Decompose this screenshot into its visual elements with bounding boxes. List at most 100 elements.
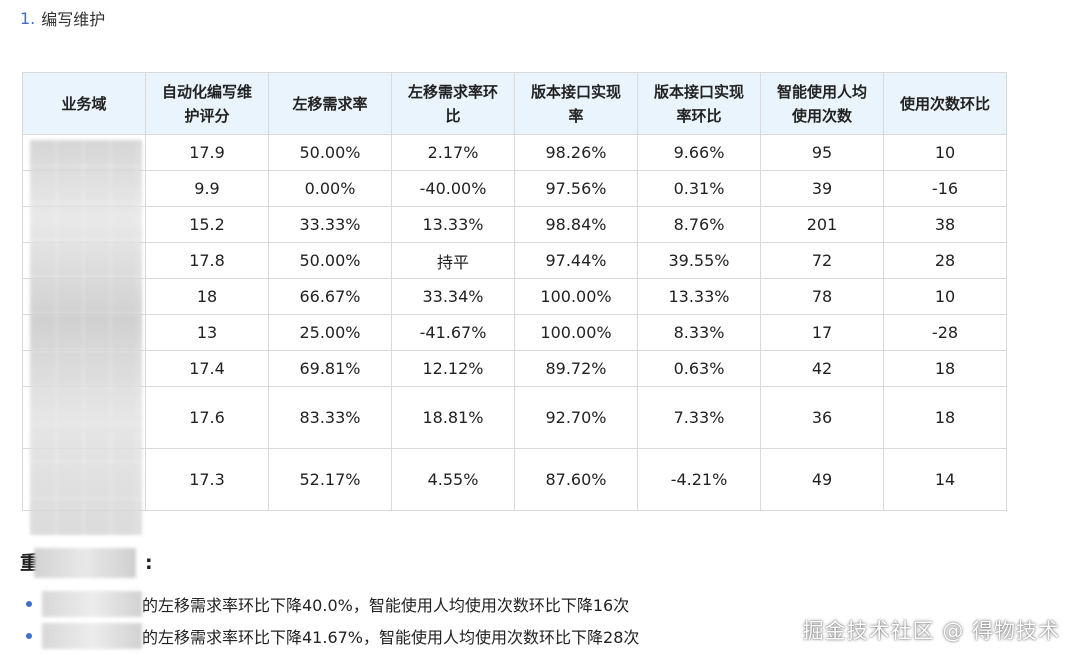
table-row: 15.2 33.33% 13.33% 98.84% 8.76% 201 38 [22,206,1007,243]
cell-impl-rate: 97.44% [514,242,638,279]
redacted-domain [42,623,142,649]
cell-shift-mom: 13.33% [391,206,515,243]
column-header: 左移需求率环比 [391,72,515,135]
cell-score: 17.8 [145,242,269,279]
column-header-line: 使用次数环比 [899,94,990,113]
table-row: 17.3 52.17% 4.55% 87.60% -4.21% 49 14 [22,448,1007,511]
table-row: 17.6 83.33% 18.81% 92.70% 7.33% 36 18 [22,386,1007,449]
table-row: 18 66.67% 33.34% 100.00% 13.33% 78 10 [22,278,1007,315]
cell-use-mom: -28 [883,314,1007,351]
section-number: 1. [20,8,36,28]
column-header-line: 率 [568,106,584,125]
column-header-line: 左移需求率 [292,94,368,113]
cell-shift-rate: 66.67% [268,278,392,315]
cell-shift-rate: 50.00% [268,134,392,171]
cell-impl-mom: 7.33% [637,386,761,449]
cell-avg-use: 17 [760,314,884,351]
cell-score: 17.4 [145,350,269,387]
summary-bullet-text: 的左移需求率环比下降41.67%，智能使用人均使用次数环比下降28次 [142,628,640,647]
watermark: 掘金技术社区 @ 得物技术 [802,619,1060,643]
column-header-line: 版本接口实现 [653,82,744,101]
table-row: 17.4 69.81% 12.12% 89.72% 0.63% 42 18 [22,350,1007,387]
cell-use-mom: 10 [883,278,1007,315]
cell-shift-mom: 33.34% [391,278,515,315]
cell-use-mom: 18 [883,386,1007,449]
redacted-summary-heading [34,548,136,578]
cell-shift-rate: 69.81% [268,350,392,387]
cell-avg-use: 78 [760,278,884,315]
cell-shift-rate: 83.33% [268,386,392,449]
column-header: 左移需求率 [268,72,392,135]
cell-shift-mom: 2.17% [391,134,515,171]
table-row: 13 25.00% -41.67% 100.00% 8.33% 17 -28 [22,314,1007,351]
cell-use-mom: 18 [883,350,1007,387]
column-header-line: 护评分 [184,106,230,125]
column-header-line: 业务域 [61,94,107,113]
column-header-line: 左移需求率环 [407,82,498,101]
table-header-row: 业务域 自动化编写维 护评分 左移需求率 左移需求率环比版本接口实现率版本接口实现 率环比… [22,72,1007,135]
column-header: 版本接口实现率 [514,72,638,135]
cell-shift-mom: -41.67% [391,314,515,351]
table-row: 9.9 0.00% -40.00% 97.56% 0.31% 39 -16 [22,170,1007,207]
cell-avg-use: 39 [760,170,884,207]
section-title: 编写维护 [41,10,106,29]
cell-avg-use: 49 [760,448,884,511]
cell-avg-use: 72 [760,242,884,279]
cell-impl-rate: 100.00% [514,278,638,315]
cell-score: 15.2 [145,206,269,243]
cell-shift-rate: 25.00% [268,314,392,351]
cell-shift-rate: 50.00% [268,242,392,279]
metrics-table: 业务域 自动化编写维 护评分 左移需求率 左移需求率环比版本接口实现率版本接口实现 率环比… [22,72,1007,511]
cell-score: 18 [145,278,269,315]
column-header: 版本接口实现 率环比 [637,72,761,135]
cell-score: 17.9 [145,134,269,171]
cell-impl-mom: 0.63% [637,350,761,387]
cell-use-mom: -16 [883,170,1007,207]
cell-shift-rate: 0.00% [268,170,392,207]
cell-use-mom: 14 [883,448,1007,511]
cell-impl-rate: 92.70% [514,386,638,449]
cell-impl-rate: 100.00% [514,314,638,351]
summary-bullet-list: 的左移需求率环比下降40.0%，智能使用人均使用次数环比下降16次 的左移需求率… [22,588,922,652]
cell-impl-rate: 87.60% [514,448,638,511]
summary-bullet: 的左移需求率环比下降41.67%，智能使用人均使用次数环比下降28次 [22,620,922,652]
cell-score: 13 [145,314,269,351]
redacted-domain [42,591,142,617]
cell-impl-mom: -4.21% [637,448,761,511]
cell-score: 17.6 [145,386,269,449]
redacted-domain-names [30,140,142,535]
column-header: 业务域 [22,72,146,135]
cell-score: 9.9 [145,170,269,207]
cell-impl-mom: 39.55% [637,242,761,279]
cell-impl-mom: 0.31% [637,170,761,207]
cell-impl-mom: 8.76% [637,206,761,243]
cell-use-mom: 38 [883,206,1007,243]
table-body: 17.9 50.00% 2.17% 98.26% 9.66% 95 10 9.9 0.00% -4… [22,134,1007,511]
summary-bullet-text: 的左移需求率环比下降40.0%，智能使用人均使用次数环比下降16次 [142,596,630,615]
cell-score: 17.3 [145,448,269,511]
cell-impl-mom: 9.66% [637,134,761,171]
cell-shift-mom: 4.55% [391,448,515,511]
table-row: 17.8 50.00% 持平 97.44% 39.55% 72 28 [22,242,1007,279]
cell-shift-mom: 18.81% [391,386,515,449]
cell-shift-mom: 12.12% [391,350,515,387]
cell-impl-rate: 97.56% [514,170,638,207]
cell-impl-rate: 98.84% [514,206,638,243]
column-header-line: 版本接口实现 [530,82,621,101]
section-heading: 1. 编写维护 [20,6,105,30]
column-header-line: 比 [445,106,461,125]
cell-impl-rate: 98.26% [514,134,638,171]
cell-impl-rate: 89.72% [514,350,638,387]
cell-shift-rate: 52.17% [268,448,392,511]
cell-avg-use: 36 [760,386,884,449]
column-header: 使用次数环比 [883,72,1007,135]
cell-use-mom: 10 [883,134,1007,171]
summary-bullet: 的左移需求率环比下降40.0%，智能使用人均使用次数环比下降16次 [22,588,922,620]
column-header: 自动化编写维 护评分 [145,72,269,135]
cell-avg-use: 95 [760,134,884,171]
column-header: 智能使用人均 使用次数 [760,72,884,135]
bullet-dot-icon [26,601,32,607]
cell-use-mom: 28 [883,242,1007,279]
cell-shift-mom: 持平 [391,242,515,279]
bullet-dot-icon [26,633,32,639]
